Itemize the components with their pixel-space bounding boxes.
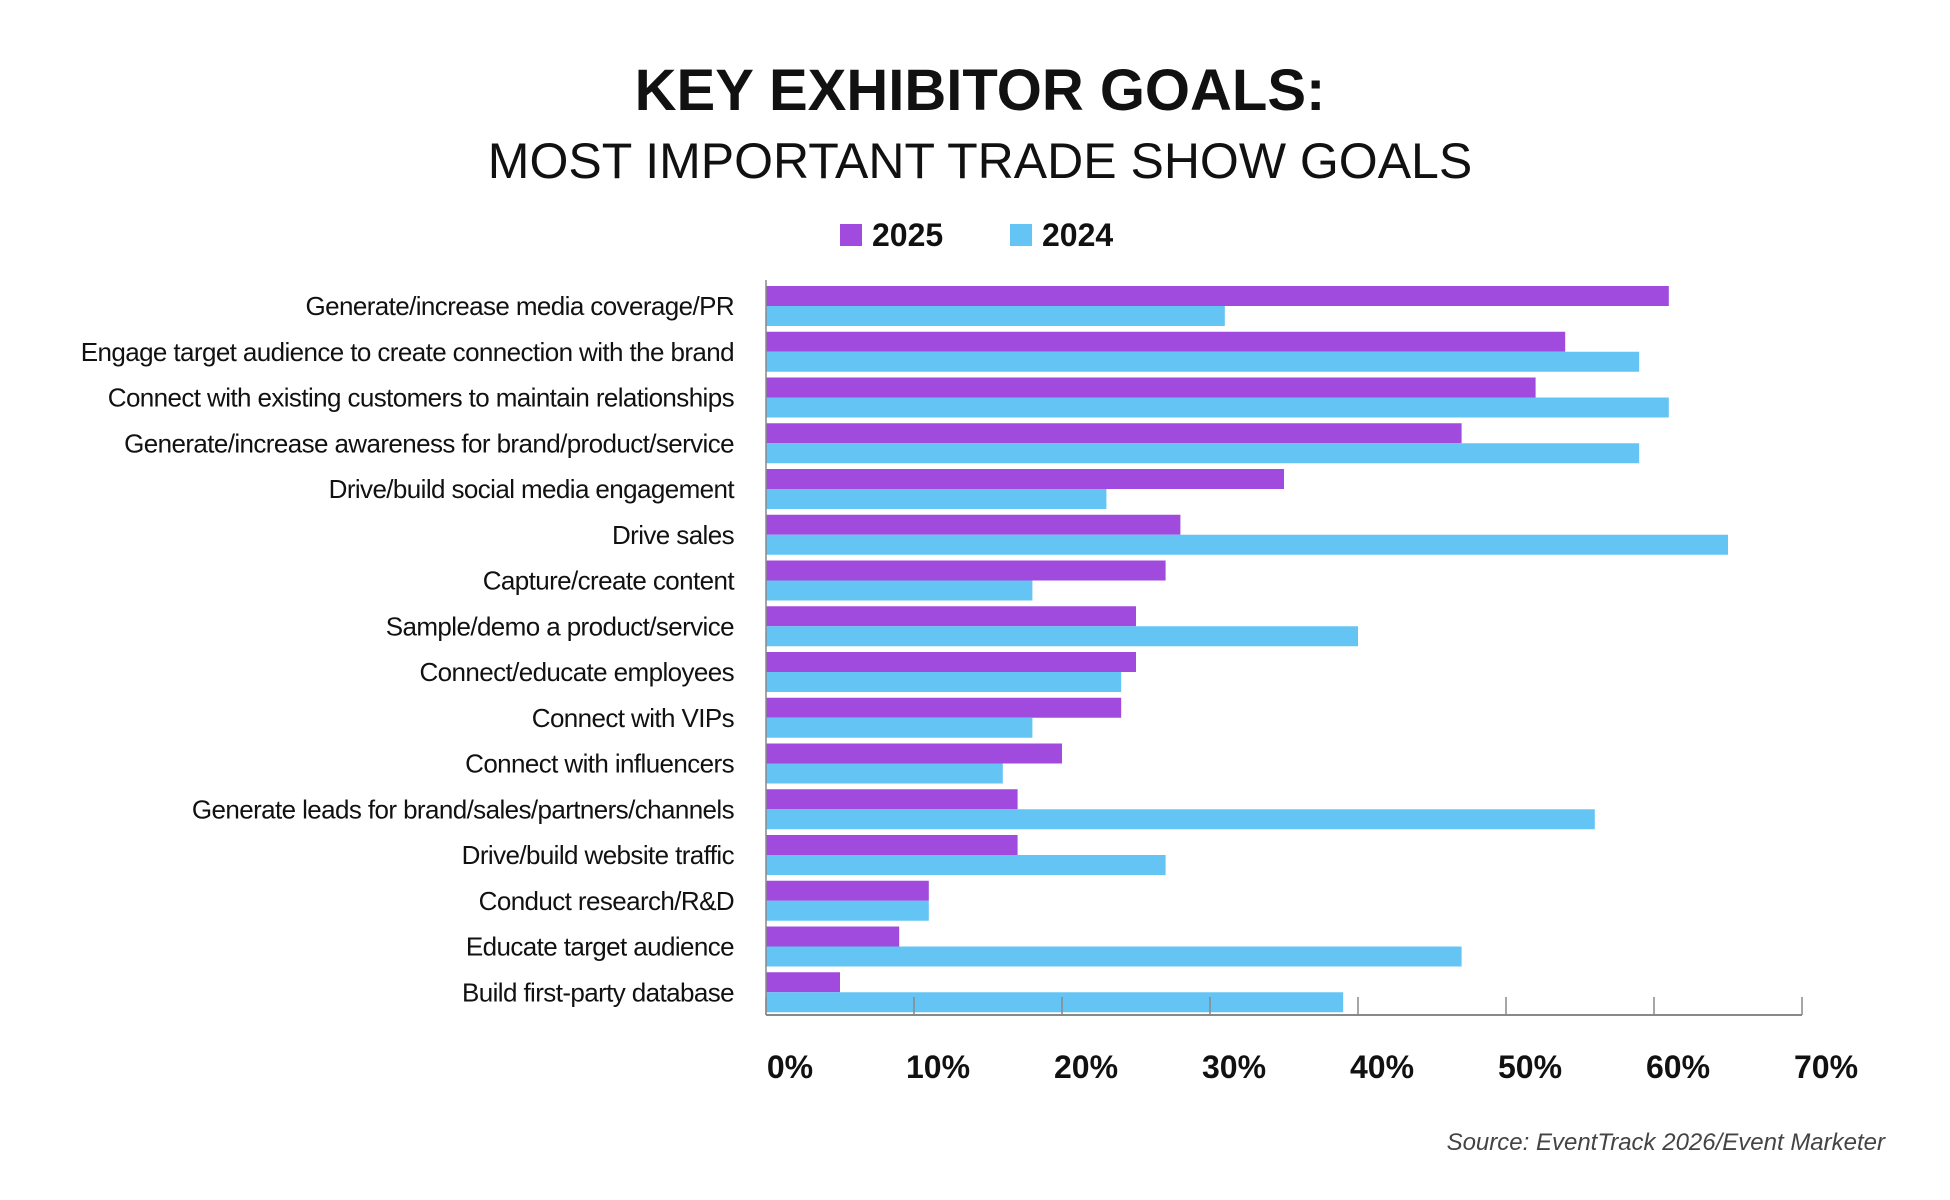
legend-label-2024: 2024 [1042, 217, 1113, 253]
bar-2024 [766, 809, 1595, 830]
category-label: Educate target audience [466, 932, 734, 962]
category-label: Capture/create content [483, 566, 736, 596]
bar-2025 [766, 743, 1062, 764]
bar-2024 [766, 397, 1669, 418]
bar-2024 [766, 672, 1122, 692]
bar-2025 [766, 331, 1566, 352]
category-label: Engage target audience to create connect… [81, 337, 734, 367]
category-label: Drive/build social media engagement [329, 474, 736, 504]
x-tick-label: 0% [767, 1049, 813, 1085]
bars [766, 286, 1728, 1013]
bar-2024 [766, 306, 1225, 326]
category-label: Drive sales [612, 520, 735, 550]
bar-2025 [766, 606, 1136, 627]
legend-label-2025: 2025 [872, 217, 943, 253]
category-label: Connect with existing customers to maint… [108, 383, 735, 413]
bar-2024 [766, 717, 1033, 738]
bar-2025 [766, 697, 1122, 718]
chart-subtitle: MOST IMPORTANT TRADE SHOW GOALS [488, 133, 1472, 189]
bar-2024 [766, 763, 1003, 784]
bar-2025 [766, 514, 1181, 535]
bar-2025 [766, 835, 1018, 855]
x-tick-label: 60% [1646, 1049, 1710, 1085]
bar-2024 [766, 900, 929, 921]
legend: 2025 2024 [840, 217, 1113, 253]
category-labels: Generate/increase media coverage/PR Engag… [81, 291, 736, 1007]
category-label: Generate/increase awareness for brand/pr… [124, 428, 734, 458]
bar-2025 [766, 286, 1669, 306]
x-tick-label: 50% [1498, 1049, 1562, 1085]
bar-2025 [766, 377, 1536, 398]
bar-2025 [766, 423, 1462, 444]
legend-swatch-2025 [840, 224, 862, 246]
category-label: Build first-party database [462, 977, 734, 1007]
x-axis: 0% 10% 20% 30% 40% 50% 60% 70% [765, 280, 1858, 1085]
category-label: Connect with influencers [465, 749, 734, 779]
bar-2024 [766, 580, 1033, 601]
bar-2025 [766, 469, 1284, 489]
legend-swatch-2024 [1010, 224, 1032, 246]
chart-title: KEY EXHIBITOR GOALS: [635, 58, 1326, 123]
bar-2024 [766, 443, 1640, 464]
bar-2024 [766, 489, 1107, 509]
bar-2025 [766, 926, 900, 947]
bar-2025 [766, 652, 1136, 672]
category-label: Conduct research/R&D [479, 886, 734, 916]
bar-2025 [766, 972, 840, 993]
bar-2024 [766, 351, 1640, 372]
x-tick-label: 40% [1350, 1049, 1414, 1085]
x-tick-label: 20% [1054, 1049, 1118, 1085]
source-note: Source: EventTrack 2026/Event Marketer [1447, 1129, 1886, 1156]
category-label: Generate leads for brand/sales/partners/… [192, 794, 735, 824]
x-tick-label: 10% [906, 1049, 970, 1085]
x-tick-label: 30% [1202, 1049, 1266, 1085]
bar-2024 [766, 855, 1166, 875]
bar-2024 [766, 534, 1728, 555]
bar-2025 [766, 560, 1166, 581]
category-label: Connect/educate employees [419, 657, 734, 687]
bar-2024 [766, 992, 1344, 1013]
bar-2025 [766, 789, 1018, 810]
bar-2024 [766, 946, 1462, 967]
x-tick-label: 70% [1794, 1049, 1858, 1085]
bar-2024 [766, 626, 1358, 647]
category-label: Generate/increase media coverage/PR [306, 291, 734, 321]
category-label: Sample/demo a product/service [386, 611, 734, 641]
category-label: Drive/build website traffic [462, 840, 735, 870]
bar-2025 [766, 880, 929, 901]
category-label: Connect with VIPs [532, 703, 735, 733]
